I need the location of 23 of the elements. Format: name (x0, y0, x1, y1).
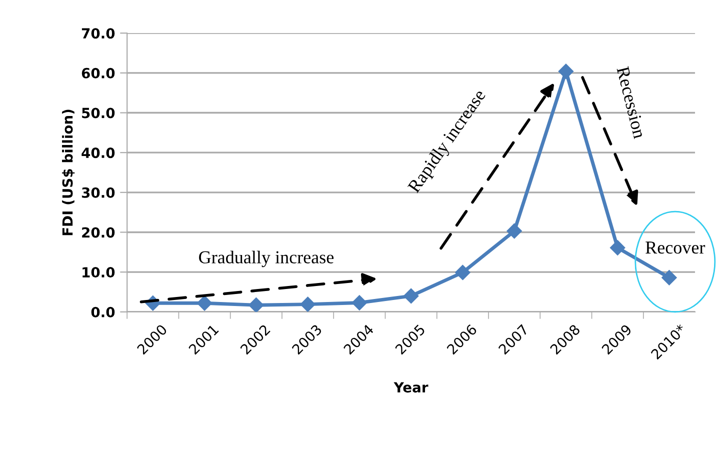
y-tick-label: 0.0 (91, 306, 115, 318)
x-axis-title: Year (394, 382, 428, 393)
y-tick-label: 50.0 (82, 108, 115, 118)
annotation: Recover (646, 242, 706, 254)
y-tick-label: 10.0 (82, 267, 115, 278)
annotation: Recession (616, 66, 646, 140)
point (558, 64, 574, 79)
y-axis-title: FDI (US$ billion) (62, 110, 75, 236)
y-tick-label: 20.0 (82, 227, 115, 238)
point (300, 296, 316, 312)
y-tick-label: 60.0 (82, 68, 115, 78)
y-tick-label: 70.0 (82, 28, 115, 39)
point (610, 240, 626, 256)
point (403, 288, 419, 304)
y-tick-label: 40.0 (82, 148, 115, 158)
point (352, 295, 367, 310)
y-tick-label: 30.0 (82, 187, 115, 198)
point (248, 298, 264, 312)
point (506, 223, 522, 239)
annotation: Gradually increase (199, 250, 334, 268)
point (196, 296, 212, 311)
point (662, 270, 677, 286)
point (455, 264, 470, 280)
